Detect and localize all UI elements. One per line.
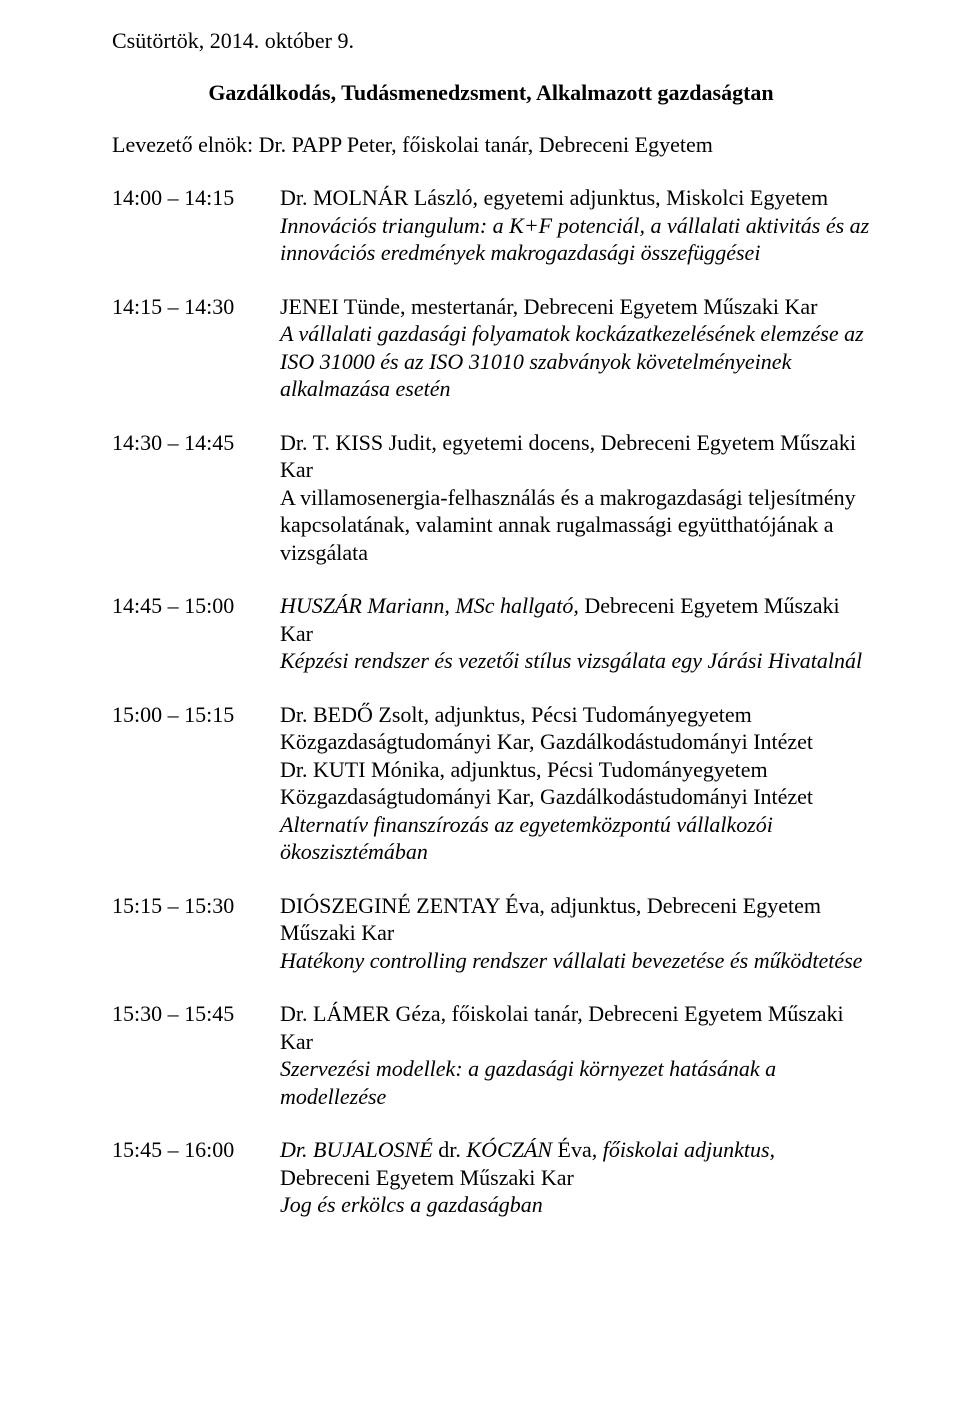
schedule-entry: 14:45 – 15:00HUSZÁR Mariann, MSc hallgat…	[112, 592, 870, 675]
entry-time: 15:00 – 15:15	[112, 701, 280, 729]
entry-details: Dr. LÁMER Géza, főiskolai tanár, Debrece…	[280, 1000, 870, 1110]
entry-speaker: JENEI Tünde, mestertanár, Debreceni Egye…	[280, 293, 870, 321]
entry-speaker: Dr. BEDŐ Zsolt, adjunktus, Pécsi Tudomán…	[280, 701, 870, 811]
entry-speaker: Dr. BUJALOSNÉ dr. KÓCZÁN Éva, főiskolai …	[280, 1136, 870, 1191]
entry-topic: Képzési rendszer és vezetői stílus vizsg…	[280, 647, 870, 675]
entry-details: JENEI Tünde, mestertanár, Debreceni Egye…	[280, 293, 870, 403]
schedule-entry: 15:00 – 15:15Dr. BEDŐ Zsolt, adjunktus, …	[112, 701, 870, 866]
entry-topic: Szervezési modellek: a gazdasági környez…	[280, 1055, 870, 1110]
entry-topic: A vállalati gazdasági folyamatok kockáza…	[280, 320, 870, 403]
entry-topic: Jog és erkölcs a gazdaságban	[280, 1191, 870, 1219]
entry-details: Dr. BEDŐ Zsolt, adjunktus, Pécsi Tudomán…	[280, 701, 870, 866]
schedule-entry: 14:00 – 14:15Dr. MOLNÁR László, egyetemi…	[112, 184, 870, 267]
schedule-entry: 14:30 – 14:45Dr. T. KISS Judit, egyetemi…	[112, 429, 870, 567]
entry-details: DIÓSZEGINÉ ZENTAY Éva, adjunktus, Debrec…	[280, 892, 870, 975]
entry-topic: Innovációs triangulum: a K+F potenciál, …	[280, 212, 870, 267]
page-title: Gazdálkodás, Tudásmenedzsment, Alkalmazo…	[112, 80, 870, 106]
entry-details: Dr. T. KISS Judit, egyetemi docens, Debr…	[280, 429, 870, 567]
entry-details: HUSZÁR Mariann, MSc hallgató, Debreceni …	[280, 592, 870, 675]
entry-speaker: HUSZÁR Mariann, MSc hallgató, Debreceni …	[280, 592, 870, 647]
entry-time: 14:00 – 14:15	[112, 184, 280, 212]
schedule-entry: 15:30 – 15:45Dr. LÁMER Géza, főiskolai t…	[112, 1000, 870, 1110]
entry-speaker: Dr. MOLNÁR László, egyetemi adjunktus, M…	[280, 184, 870, 212]
entry-time: 15:30 – 15:45	[112, 1000, 280, 1028]
entry-details: Dr. MOLNÁR László, egyetemi adjunktus, M…	[280, 184, 870, 267]
schedule-entry: 15:45 – 16:00Dr. BUJALOSNÉ dr. KÓCZÁN Év…	[112, 1136, 870, 1219]
entry-time: 15:15 – 15:30	[112, 892, 280, 920]
entry-topic: Hatékony controlling rendszer vállalati …	[280, 947, 870, 975]
entry-speaker: Dr. T. KISS Judit, egyetemi docens, Debr…	[280, 429, 870, 484]
entry-speaker: DIÓSZEGINÉ ZENTAY Éva, adjunktus, Debrec…	[280, 892, 870, 947]
entry-time: 14:15 – 14:30	[112, 293, 280, 321]
entry-time: 14:30 – 14:45	[112, 429, 280, 457]
entry-topic: A villamosenergia-felhasználás és a makr…	[280, 484, 870, 567]
schedule-entry: 15:15 – 15:30DIÓSZEGINÉ ZENTAY Éva, adju…	[112, 892, 870, 975]
date-line: Csütörtök, 2014. október 9.	[112, 28, 870, 54]
schedule-list: 14:00 – 14:15Dr. MOLNÁR László, egyetemi…	[112, 184, 870, 1219]
chair-line: Levezető elnök: Dr. PAPP Peter, főiskola…	[112, 132, 870, 158]
schedule-entry: 14:15 – 14:30JENEI Tünde, mestertanár, D…	[112, 293, 870, 403]
entry-speaker: Dr. LÁMER Géza, főiskolai tanár, Debrece…	[280, 1000, 870, 1055]
page: Csütörtök, 2014. október 9. Gazdálkodás,…	[0, 0, 960, 1411]
entry-time: 15:45 – 16:00	[112, 1136, 280, 1164]
entry-topic: Alternatív finanszírozás az egyetemközpo…	[280, 811, 870, 866]
entry-time: 14:45 – 15:00	[112, 592, 280, 620]
entry-details: Dr. BUJALOSNÉ dr. KÓCZÁN Éva, főiskolai …	[280, 1136, 870, 1219]
